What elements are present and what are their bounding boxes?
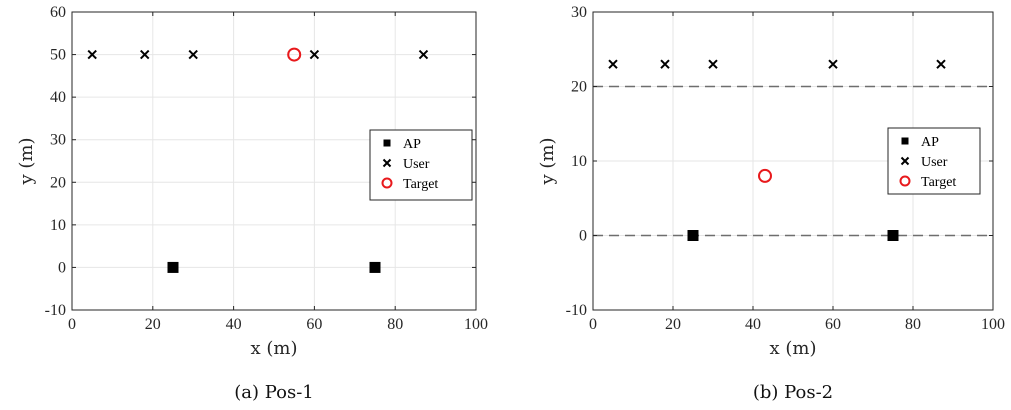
user-marker <box>708 59 718 69</box>
legend-user-marker <box>900 156 910 166</box>
legend-target-marker <box>381 177 393 189</box>
caption: (b) Pos-2 <box>753 382 833 403</box>
legend-target-marker <box>899 175 911 187</box>
x-tick-label: 40 <box>226 316 242 333</box>
x-tick-label: 60 <box>306 316 322 333</box>
x-tick-label: 80 <box>387 316 403 333</box>
legend-ap-label: AP <box>403 137 421 152</box>
user-marker <box>309 49 320 60</box>
legend-user-label: User <box>403 157 430 172</box>
series-user <box>87 49 429 60</box>
x-tick-label: 100 <box>464 316 488 333</box>
x-tick-label: 100 <box>981 316 1005 333</box>
legend-ap-label: AP <box>921 135 939 150</box>
x-axis-label: x (m) <box>251 338 298 359</box>
series-ap <box>167 261 381 273</box>
y-tick-label: 10 <box>571 153 587 170</box>
y-tick-label: 50 <box>50 47 66 64</box>
caption: (a) Pos-1 <box>234 382 314 403</box>
y-tick-label: 20 <box>571 79 587 96</box>
x-tick-label: 60 <box>825 316 841 333</box>
x-tick-label: 20 <box>665 316 681 333</box>
y-tick-label: 30 <box>571 4 587 21</box>
user-marker <box>936 59 946 69</box>
y-tick-label: 0 <box>579 228 587 245</box>
ap-marker <box>687 230 699 241</box>
user-marker <box>188 49 198 60</box>
y-tick-label: 40 <box>50 89 66 106</box>
y-tick-label: 0 <box>58 259 66 276</box>
legend: AP User Target <box>887 127 981 195</box>
legend-target-label: Target <box>403 177 438 192</box>
target-marker <box>758 168 772 183</box>
series-target <box>287 47 302 62</box>
x-tick-label: 80 <box>905 316 921 333</box>
user-marker <box>418 49 429 60</box>
y-axis-label: y (m) <box>16 137 37 185</box>
user-marker <box>140 49 150 60</box>
y-tick-label: 30 <box>50 132 66 149</box>
ap-marker <box>887 230 899 241</box>
x-tick-label: 20 <box>145 316 161 333</box>
y-tick-label: -10 <box>566 302 587 319</box>
legend-user-marker <box>382 158 392 168</box>
user-marker <box>608 59 618 69</box>
x-axis-label: x (m) <box>770 338 817 359</box>
y-tick-label: 20 <box>50 174 66 191</box>
series-user <box>608 59 946 69</box>
series-ap <box>687 230 899 241</box>
y-tick-label: -10 <box>45 302 66 319</box>
ap-marker <box>369 261 381 273</box>
axes-box <box>71 11 477 311</box>
legend-user-label: User <box>921 155 948 170</box>
series-target <box>758 168 772 183</box>
y-axis-label: y (m) <box>537 137 558 185</box>
user-marker <box>87 49 97 60</box>
legend-target-label: Target <box>921 175 956 190</box>
y-tick-label: 10 <box>50 217 66 234</box>
legend: AP User Target <box>369 129 473 201</box>
y-tick-label: 60 <box>50 4 66 21</box>
legend-ap-marker <box>383 139 391 147</box>
x-tick-label: 0 <box>589 316 597 333</box>
user-marker <box>660 59 670 69</box>
legend-ap-marker <box>901 137 909 145</box>
target-marker <box>287 47 302 62</box>
user-marker <box>828 59 838 69</box>
x-tick-label: 40 <box>745 316 761 333</box>
ap-marker <box>167 261 179 273</box>
x-tick-label: 0 <box>68 316 76 333</box>
